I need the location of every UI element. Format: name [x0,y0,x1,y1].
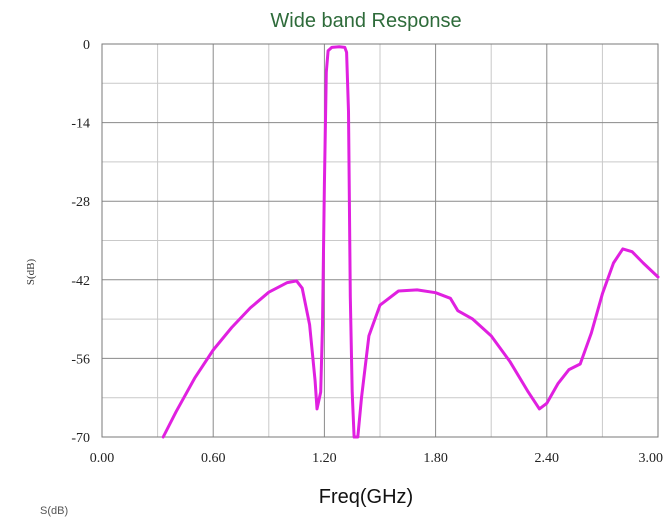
plot-frame [101,43,659,438]
y-tick-labels: 0 -14 -28 -42 -56 -70 [71,38,90,446]
grid [101,43,659,438]
series-layer [161,45,660,439]
x-tick-labels: 0.00 0.60 1.20 1.80 2.40 3.00 [90,451,663,466]
y-axis-label: S(dB) [25,259,37,286]
x-axis-label: Freq(GHz) [319,486,413,508]
y-tick-label: -28 [71,195,90,210]
x-tick-label: 1.20 [312,451,337,466]
y-tick-label: -14 [71,117,90,132]
y-tick-label: -70 [71,431,90,446]
x-tick-label: 0.60 [201,451,226,466]
x-tick-label: 0.00 [90,451,115,466]
chart-title: Wide band Response [270,10,461,32]
footer-text: S(dB) [40,505,68,517]
y-tick-label: -42 [71,274,90,289]
y-tick-label: 0 [83,38,90,53]
x-tick-label: 3.00 [639,451,664,466]
x-tick-label: 2.40 [535,451,560,466]
x-tick-label: 1.80 [423,451,448,466]
y-tick-label: -56 [71,352,90,367]
series-line [161,45,660,439]
